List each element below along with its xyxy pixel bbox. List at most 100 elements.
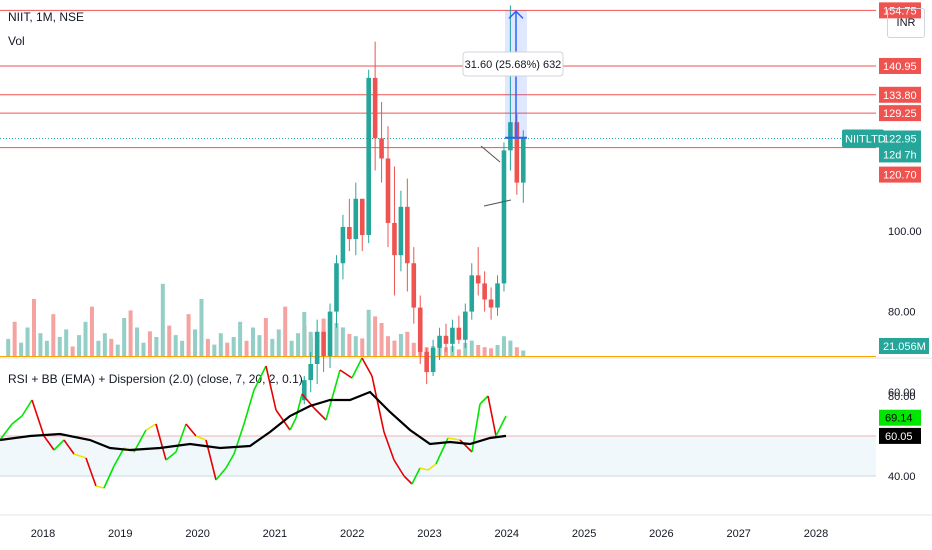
volume-bar — [160, 283, 165, 356]
volume-bar — [283, 306, 288, 356]
volume-bar — [501, 336, 506, 356]
candle-body — [385, 158, 391, 223]
rsi-line-segment — [459, 439, 473, 453]
time-axis-label: 2020 — [185, 528, 209, 540]
rsi-line-segment — [393, 459, 405, 477]
volume-bar — [340, 327, 345, 356]
volume-bar — [167, 325, 172, 356]
rsi-tick-label: 80.00 — [888, 391, 916, 403]
candle-body — [372, 77, 378, 139]
candle-body — [301, 380, 307, 401]
candle-body — [463, 311, 468, 340]
candle-body — [405, 206, 410, 264]
volume-bar — [476, 345, 481, 356]
trend-line-upper — [480, 145, 501, 163]
rsi-tick-label: 40.00 — [888, 471, 916, 483]
volume-bar — [379, 323, 384, 356]
volume-bar — [193, 329, 198, 356]
time-axis-label: 2022 — [340, 528, 364, 540]
time-axis-label: 2021 — [263, 528, 287, 540]
volume-bar — [373, 316, 378, 356]
rsi-line-segment — [85, 457, 97, 487]
candle-body — [514, 122, 520, 183]
rsi-badge — [879, 427, 921, 444]
rsi-line-segment — [215, 467, 227, 481]
time-axis-label: 2028 — [804, 528, 828, 540]
candle-body — [321, 331, 326, 356]
rsi-line-segment — [313, 407, 327, 421]
rsi-line-segment — [195, 435, 207, 441]
volume-bar — [89, 306, 94, 356]
volume-bar — [244, 340, 249, 356]
measure-label: 31.60 (25.68%) 632 — [465, 59, 562, 71]
volume-bar — [147, 331, 152, 356]
time-axis-label: 2018 — [31, 528, 55, 540]
currency-button[interactable]: INR — [887, 8, 925, 38]
price-badge — [879, 105, 921, 122]
volume-bar — [495, 345, 500, 356]
candle-body — [334, 263, 339, 312]
ema-line — [0, 390, 507, 452]
price-tick-label: 60.00 — [888, 387, 916, 399]
volume-bar — [115, 344, 120, 356]
volume-bar — [482, 347, 487, 356]
volume-bar — [289, 340, 294, 356]
price-badge — [879, 57, 921, 74]
candle-body — [482, 283, 487, 300]
volume-bar — [218, 333, 223, 356]
candle-body — [495, 283, 500, 308]
volume-bar — [257, 335, 262, 356]
volume-bar — [366, 309, 371, 356]
time-axis-label: 2027 — [726, 528, 750, 540]
rsi-line-segment — [427, 463, 437, 471]
volume-bar — [386, 336, 391, 356]
rsi-line-segment — [73, 453, 87, 459]
rsi-line-segment — [495, 415, 507, 437]
volume-bar — [456, 349, 461, 356]
price-badge — [879, 2, 921, 19]
price-badge-label: 120.70 — [883, 170, 917, 182]
measure-arrow-head — [508, 10, 524, 19]
volume-bar — [83, 321, 88, 356]
rsi-line-segment — [103, 465, 115, 489]
volume-badge-label: 21.056M — [883, 341, 926, 353]
rsi-line-segment — [447, 437, 461, 441]
volume-bar — [463, 342, 468, 356]
candle-body — [347, 226, 352, 240]
candle-body — [340, 226, 346, 264]
volume-bar — [102, 333, 107, 356]
price-badge-label: 122.95 — [883, 134, 917, 146]
rsi-line-segment — [53, 439, 65, 451]
rsi-line-segment — [339, 369, 353, 379]
rsi-badge-label: 69.14 — [885, 413, 913, 425]
time-axis-label: 2025 — [572, 528, 596, 540]
volume-bar — [360, 338, 365, 356]
rsi-line-segment — [155, 423, 167, 461]
symbol-tag — [842, 129, 884, 148]
volume-bar — [521, 350, 526, 356]
time-axis-label: 2019 — [108, 528, 132, 540]
candle-body — [379, 138, 384, 159]
volume-bar — [514, 347, 519, 356]
candle-body — [475, 275, 481, 284]
volume-bar — [334, 323, 339, 356]
rsi-line-segment — [265, 365, 277, 411]
candle-body — [417, 307, 423, 352]
chart-title: NIIT, 1M, NSE — [8, 10, 85, 24]
volume-bar — [51, 314, 56, 356]
volume-bar — [398, 334, 403, 356]
price-tick-label: 100.00 — [888, 226, 922, 238]
candle-body — [392, 222, 397, 256]
volume-bar — [141, 342, 146, 356]
candle-body — [424, 351, 429, 373]
rsi-line-segment — [95, 485, 105, 489]
volume-bar — [25, 327, 30, 356]
rsi-line-segment — [403, 475, 413, 485]
rsi-line-segment — [145, 423, 157, 431]
volume-bar — [70, 346, 75, 356]
price-badge-label: 133.80 — [883, 90, 917, 102]
volume-bar — [128, 310, 133, 356]
rsi-band — [0, 436, 876, 476]
rsi-line-segment — [419, 467, 429, 471]
